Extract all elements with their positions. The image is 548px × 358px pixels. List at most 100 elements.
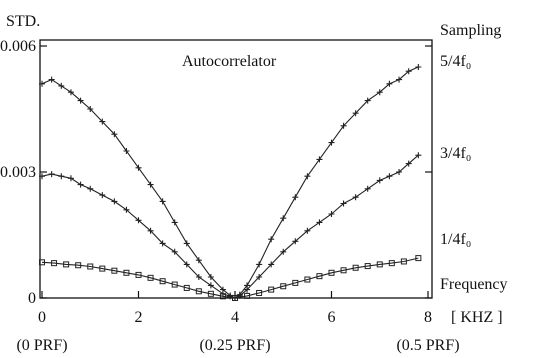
series-3 <box>39 255 422 301</box>
data-point <box>207 290 214 297</box>
data-point <box>39 173 45 180</box>
data-point <box>316 273 323 280</box>
x-tick-label: 6 <box>328 309 336 326</box>
y-axis: 0 0.003 0.006 <box>0 38 432 307</box>
data-point <box>415 152 422 159</box>
data-point <box>280 215 287 222</box>
data-point <box>135 164 142 171</box>
data-point <box>147 181 154 188</box>
data-point <box>268 286 275 293</box>
x-tick-label: 4 <box>231 309 239 326</box>
data-point <box>147 227 154 234</box>
series-label: 3/4f₀ <box>440 145 471 162</box>
data-point <box>304 173 311 180</box>
data-point <box>405 68 412 75</box>
data-point <box>415 255 422 262</box>
right-label-bottom: Frequency <box>440 276 508 293</box>
data-point <box>304 276 311 283</box>
x-tick-label: 2 <box>135 309 143 326</box>
data-point <box>48 171 55 178</box>
data-point <box>99 118 106 125</box>
x-tick-sublabel: (0.5 PRF) <box>396 337 459 354</box>
data-point <box>219 293 226 300</box>
x-axis: 0 (0 PRF) 2 4 (0.25 PRF) 6 8 (0.5 PRF) <box>16 291 460 354</box>
data-point <box>87 263 94 270</box>
data-point <box>77 97 84 104</box>
data-point <box>111 267 118 274</box>
data-point <box>376 261 383 268</box>
data-point <box>388 260 395 267</box>
data-point <box>171 219 178 226</box>
data-point <box>328 139 335 146</box>
data-point <box>135 217 142 224</box>
x-tick-label: 0 <box>38 309 46 326</box>
series-line <box>41 154 419 299</box>
data-point <box>244 286 251 293</box>
data-point <box>268 261 275 268</box>
data-point <box>415 64 422 70</box>
data-point <box>183 261 190 268</box>
data-point <box>67 89 74 96</box>
data-point <box>39 80 45 87</box>
data-point <box>77 181 84 188</box>
data-point <box>159 278 166 285</box>
series-label: 1/4f₀ <box>440 231 471 248</box>
data-point <box>304 227 311 234</box>
data-point <box>396 76 403 83</box>
right-label-top: Sampling <box>440 22 501 39</box>
series-line <box>41 257 419 299</box>
data-point <box>405 160 412 167</box>
data-point <box>400 258 407 265</box>
data-point <box>352 264 359 271</box>
data-point <box>364 263 371 270</box>
y-tick-label: 0 <box>28 290 36 307</box>
series-labels: 5/4f₀ 3/4f₀ 1/4f₀ <box>440 53 471 248</box>
data-point <box>328 269 335 276</box>
data-point <box>244 292 251 299</box>
data-point <box>268 236 275 243</box>
data-point <box>63 261 70 268</box>
data-point <box>48 76 55 83</box>
data-point <box>99 192 106 199</box>
data-point <box>183 284 190 291</box>
plot-frame <box>39 39 433 299</box>
data-point <box>195 288 202 295</box>
data-point <box>99 265 106 272</box>
y-axis-title: STD. <box>6 13 40 30</box>
data-point <box>183 240 190 247</box>
series-layer <box>39 64 422 301</box>
data-point <box>171 248 178 255</box>
data-point <box>39 259 45 266</box>
data-point <box>207 274 214 280</box>
x-tick-label: 8 <box>424 309 432 326</box>
data-point <box>386 173 393 180</box>
data-point <box>316 219 323 226</box>
data-point <box>171 281 178 288</box>
data-point <box>316 156 323 163</box>
data-point <box>123 148 130 154</box>
data-point <box>328 211 335 217</box>
data-point <box>340 122 347 129</box>
y-tick-label: 0.003 <box>0 164 36 181</box>
data-point <box>364 97 371 104</box>
data-point <box>396 169 403 175</box>
x-axis-unit: [ KHZ ] <box>451 309 503 326</box>
data-point <box>58 173 65 180</box>
x-tick-sublabel: (0.25 PRF) <box>199 337 270 354</box>
data-point <box>376 89 383 96</box>
data-point <box>292 238 299 245</box>
data-point <box>75 262 82 269</box>
data-point <box>364 185 371 192</box>
data-point <box>207 282 214 289</box>
data-point <box>58 82 65 89</box>
data-point <box>292 279 299 286</box>
data-point <box>386 80 393 87</box>
data-point <box>232 295 238 301</box>
data-point <box>256 261 263 268</box>
data-point <box>256 274 263 280</box>
data-point <box>51 260 58 267</box>
series-line <box>41 66 419 299</box>
data-point <box>135 271 142 278</box>
data-point <box>159 240 166 247</box>
data-point <box>292 194 299 201</box>
